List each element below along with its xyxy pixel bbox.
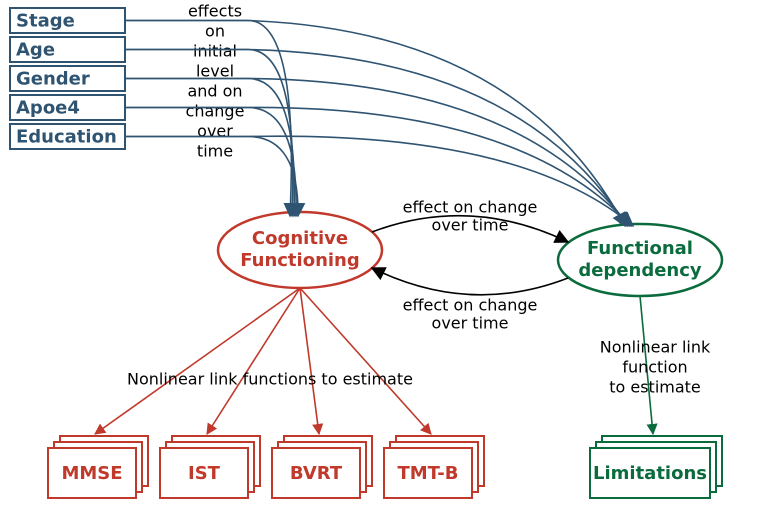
predictor-label: Education [16,127,117,148]
cognitive-link-label: Nonlinear link functions to estimate [127,370,413,389]
predictor-label: Age [16,40,55,61]
edge-cognitive-to-outcome [300,288,319,434]
predictor-annotation-line: and on [187,82,242,101]
edge-cognitive-to-outcome [95,288,300,434]
predictor-annotation-line: over [197,122,233,141]
predictor-label: Gender [16,69,90,90]
edge-bottom-label: effect on change [403,296,538,315]
edge-bottom-label: over time [432,314,509,333]
predictor-annotation-line: time [197,142,233,161]
edge-cognitive-to-outcome [207,288,300,434]
predictor-label: Stage [16,11,75,32]
edge-top-label: over time [432,216,509,235]
outcome-tmt-b-label: TMT-B [397,463,458,484]
cognitive-functioning-label: Functioning [240,250,360,271]
predictor-label: Apoe4 [16,98,80,119]
functional-link-label: to estimate [609,378,701,397]
edge-top-label: effect on change [403,198,538,217]
functional-dependency-label: Functional [587,238,693,259]
outcome-ist-label: IST [188,463,221,484]
edge-functional-to-cognitive [372,268,568,295]
outcome-bvrt-label: BVRT [290,463,343,484]
cognitive-functioning-label: Cognitive [252,228,348,249]
predictor-annotation-line: on [205,22,225,41]
outcome-limitations-label: Limitations [593,463,707,484]
predictor-annotation-line: effects [188,2,242,21]
outcome-mmse-label: MMSE [61,463,122,484]
functional-link-label: function [622,358,687,377]
functional-link-label: Nonlinear link [600,338,711,357]
predictor-annotation-line: level [196,62,234,81]
predictor-annotation-line: initial [193,42,237,61]
functional-dependency-label: dependency [578,260,702,281]
predictor-annotation-line: change [186,102,245,121]
